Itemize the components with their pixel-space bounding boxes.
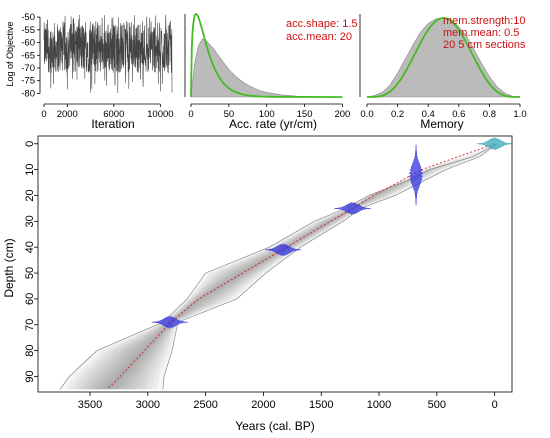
years-tick-label: 500 bbox=[428, 399, 446, 411]
acc-x-tick-label: 100 bbox=[259, 109, 275, 120]
depth-tick-label: 70 bbox=[24, 319, 36, 331]
iteration-y-tick-label: -60 bbox=[21, 38, 35, 49]
mem-strength-annotation: mem.strength:10 bbox=[443, 15, 526, 27]
sections-annotation: 20 5 cm sections bbox=[443, 39, 526, 51]
acc-prior-line bbox=[190, 13, 343, 98]
age-depth-xlabel: Years (cal. BP) bbox=[235, 419, 315, 433]
depth-tick-label: 90 bbox=[24, 370, 36, 382]
years-tick-label: 3000 bbox=[136, 399, 160, 411]
depth-tick-label: 40 bbox=[24, 241, 36, 253]
iteration-y-tick-label: -55 bbox=[21, 25, 35, 36]
years-tick-label: 0 bbox=[492, 399, 498, 411]
depth-tick-label: 10 bbox=[24, 163, 36, 175]
iteration-x-tick-label: 10000 bbox=[147, 109, 173, 120]
memory-x-tick-label: 0.4 bbox=[422, 109, 435, 120]
acc-x-tick-label: 150 bbox=[297, 109, 313, 120]
iteration-ylabel: Log of Objective bbox=[5, 21, 15, 86]
acc-x-tick-label: 0 bbox=[188, 109, 193, 120]
acc-x-tick-label: 50 bbox=[224, 109, 235, 120]
date-distribution bbox=[476, 136, 513, 151]
memory-prior-line bbox=[367, 17, 520, 98]
memory-x-tick-label: 0.6 bbox=[452, 109, 465, 120]
depth-tick-label: 20 bbox=[24, 189, 36, 201]
acc-shape-annotation: acc.shape: 1.5 bbox=[286, 18, 358, 30]
iteration-y-tick-label: -50 bbox=[21, 12, 35, 23]
acc-mean-annotation: acc.mean: 20 bbox=[286, 31, 352, 43]
depth-tick-label: 60 bbox=[24, 293, 36, 305]
age-depth-plot bbox=[59, 136, 513, 390]
age-depth-frame bbox=[37, 135, 513, 393]
iteration-y-tick-label: -80 bbox=[21, 88, 35, 99]
acc-x-tick-label: 200 bbox=[334, 109, 350, 120]
acc-rate-xlabel: Acc. rate (yr/cm) bbox=[229, 117, 317, 131]
memory-x-tick-label: 0.2 bbox=[391, 109, 404, 120]
memory-x-tick-label: 0.8 bbox=[483, 109, 496, 120]
acc-rate-axes: 0 50 100 150 200 bbox=[184, 14, 350, 120]
median-age-line bbox=[107, 143, 495, 390]
memory-xlabel: Memory bbox=[420, 117, 463, 131]
iteration-xlabel: Iteration bbox=[91, 117, 134, 131]
envelope-line bbox=[59, 143, 498, 390]
acc-rate-panel: 0 50 100 150 200 Acc. rate (yr/cm) acc.shape… bbox=[184, 13, 358, 131]
iteration-trace bbox=[43, 14, 173, 93]
memory-panel: 0.0 0.2 0.4 0.6 0.8 1.0 Memory mem.strength:1… bbox=[359, 14, 527, 131]
iteration-panel: -50 -55 -60-65 -70 -75-80 0 2000 6000 10000 Iter… bbox=[5, 12, 174, 131]
age-depth-ylabel: Depth (cm) bbox=[2, 238, 16, 297]
iteration-axes: -50 -55 -60-65 -70 -75-80 0 2000 6000 10000 bbox=[21, 12, 173, 120]
date-distribution bbox=[264, 242, 302, 257]
acc-rate-plot bbox=[190, 13, 343, 98]
years-tick-label: 1500 bbox=[309, 399, 333, 411]
memory-plot bbox=[366, 17, 521, 98]
depth-tick-label: 80 bbox=[24, 345, 36, 357]
memory-x-tick-label: 1.0 bbox=[513, 109, 526, 120]
memory-x-tick-label: 0.0 bbox=[360, 109, 373, 120]
age-depth-panel: 0 10 20 30 40 50 60 70 80 90 3500 3000 2500 2000 1500 1… bbox=[2, 135, 513, 433]
date-distribution bbox=[408, 144, 424, 206]
mem-mean-annotation: mem.mean: 0.5 bbox=[443, 27, 519, 39]
years-tick-label: 3500 bbox=[78, 399, 102, 411]
iteration-y-tick-label: -75 bbox=[21, 76, 35, 87]
depth-tick-label: 50 bbox=[24, 267, 36, 279]
depth-tick-label: 0 bbox=[24, 141, 36, 147]
trace-line bbox=[43, 14, 173, 93]
envelope-line bbox=[162, 143, 498, 390]
years-tick-label: 2500 bbox=[193, 399, 217, 411]
iteration-y-tick-label: -70 bbox=[21, 63, 35, 74]
years-tick-label: 1000 bbox=[367, 399, 391, 411]
iteration-x-tick-label: 6000 bbox=[103, 109, 124, 120]
depth-tick-label: 30 bbox=[24, 215, 36, 227]
age-depth-axes: 0 10 20 30 40 50 60 70 80 90 3500 3000 2500 2000 1500 1… bbox=[24, 135, 513, 411]
memory-axes: 0.0 0.2 0.4 0.6 0.8 1.0 bbox=[359, 14, 527, 120]
iteration-x-tick-label: 0 bbox=[41, 109, 46, 120]
years-tick-label: 2000 bbox=[251, 399, 275, 411]
date-distribution bbox=[334, 201, 371, 216]
iteration-y-tick-label: -65 bbox=[21, 50, 35, 61]
iteration-x-tick-label: 2000 bbox=[57, 109, 78, 120]
date-distribution bbox=[151, 315, 189, 330]
